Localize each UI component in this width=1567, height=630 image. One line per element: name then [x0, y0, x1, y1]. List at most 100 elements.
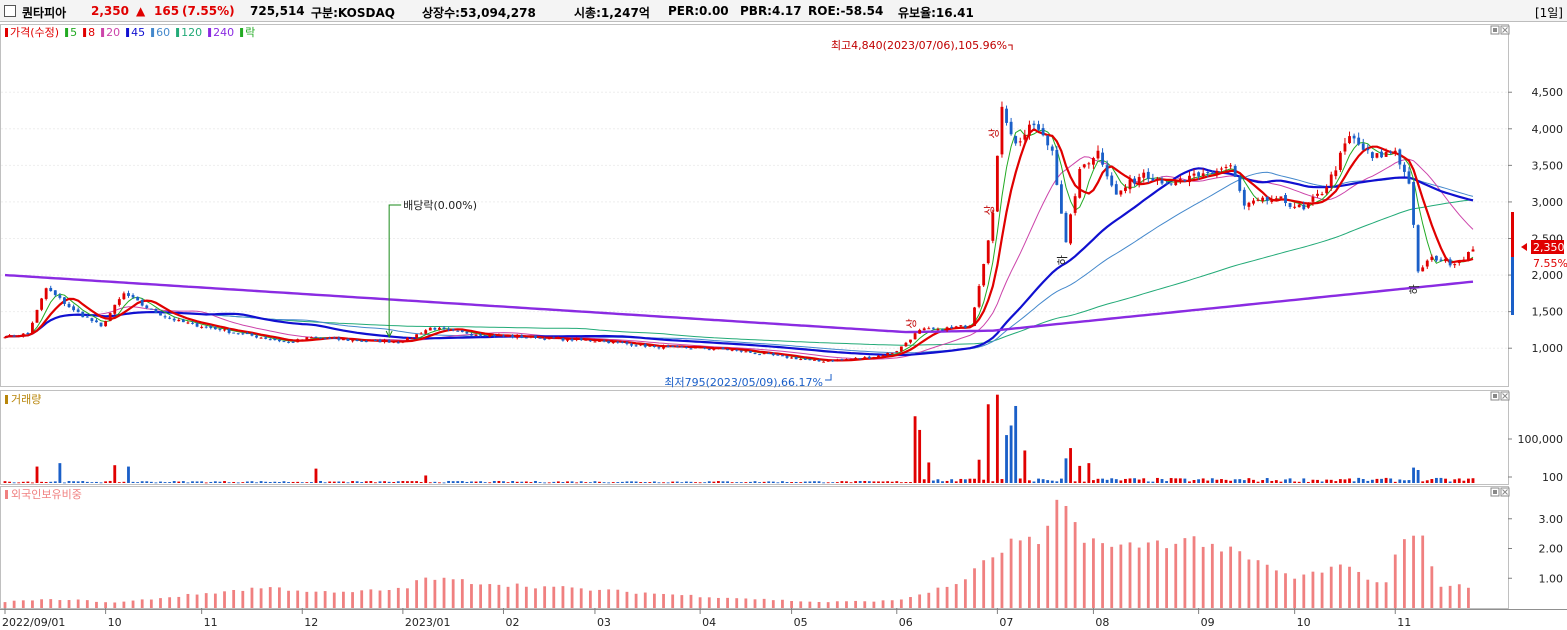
candle: [1156, 178, 1159, 181]
volume-bar: [735, 482, 739, 483]
pbr-value: PBR:4.17: [740, 4, 802, 18]
candle: [145, 305, 149, 308]
volume-bar: [657, 482, 661, 484]
volume-bar: [598, 481, 601, 483]
foreign-bar: [1375, 582, 1379, 608]
volume-bar: [1270, 480, 1274, 483]
volume-bar: [492, 480, 496, 483]
volume-bar: [1114, 479, 1118, 483]
candle: [181, 319, 185, 323]
volume-bar: [1252, 479, 1255, 483]
volume-bar: [1306, 481, 1310, 483]
volume-bar: [1329, 479, 1333, 483]
x-axis-label: 11: [1397, 616, 1411, 629]
candle: [712, 348, 716, 350]
volume-bar: [1402, 480, 1406, 483]
volume-bar: [200, 481, 204, 483]
candle: [730, 349, 734, 351]
foreign-bar: [854, 600, 858, 608]
candle: [945, 327, 949, 331]
stock-name[interactable]: 퀀타피아: [22, 6, 67, 20]
candle: [611, 341, 615, 344]
volume-bar: [790, 482, 794, 483]
foreign-bar: [424, 577, 428, 608]
volume-bar: [739, 482, 743, 483]
candle: [1457, 261, 1461, 264]
foreign-bar: [259, 588, 263, 608]
candle: [1174, 180, 1178, 186]
volume-bar: [424, 475, 428, 483]
foreign-panel-buttons[interactable]: [1490, 487, 1510, 497]
volume-bar: [502, 481, 505, 483]
volume-bar: [3, 481, 7, 483]
candle: [1293, 206, 1297, 208]
price-panel-buttons[interactable]: [1490, 25, 1510, 35]
foreign-bar: [451, 579, 455, 608]
candle: [1375, 153, 1379, 158]
volume-bar: [209, 481, 213, 483]
candle: [26, 333, 30, 335]
legend-label: 락: [245, 26, 255, 39]
foreign-bar: [1430, 566, 1434, 608]
candle: [451, 329, 455, 331]
volume-bar: [213, 481, 217, 483]
candle: [159, 312, 162, 316]
volume-bar: [584, 482, 588, 483]
volume-bar: [264, 481, 268, 483]
volume-axis-label: 100: [1542, 471, 1563, 484]
foreign-bar: [369, 589, 373, 608]
candle: [753, 353, 757, 355]
candle: [1366, 149, 1370, 151]
foreign-bar: [12, 600, 16, 608]
x-axis-label: 12: [304, 616, 318, 629]
x-axis-label: 02: [505, 616, 519, 629]
volume-bar: [1105, 479, 1109, 483]
volume-panel-buttons[interactable]: [1490, 391, 1510, 401]
price-axis-label: 3,000: [1532, 196, 1564, 209]
volume-bar: [515, 481, 519, 483]
select-checkbox[interactable]: [4, 5, 16, 17]
volume-bar: [1220, 479, 1223, 483]
low-arrow-icon: [825, 374, 832, 381]
candle: [470, 334, 473, 336]
foreign-bar: [351, 592, 354, 608]
volume-bar: [319, 480, 322, 483]
stock-chart[interactable]: 1,0001,5002,0002,5003,0003,5004,0004,500…: [0, 22, 1567, 630]
period-selector[interactable]: [1일]: [1534, 6, 1563, 20]
candle: [552, 337, 556, 339]
candle: [378, 339, 382, 343]
volume-bar: [1183, 478, 1187, 483]
candle: [424, 330, 428, 334]
foreign-bar: [1110, 546, 1114, 608]
candle: [1265, 196, 1269, 201]
legend-label: 20: [106, 26, 120, 39]
listed-shares: 상장수:53,094,278: [422, 6, 536, 20]
volume-bar: [1101, 478, 1104, 483]
foreign-bar: [1467, 587, 1470, 608]
candle: [707, 349, 711, 351]
foreign-bar: [1137, 547, 1141, 608]
candle: [579, 338, 583, 340]
foreign-axis-label: 3.00: [1539, 513, 1564, 526]
candle: [227, 329, 231, 333]
candle: [643, 344, 647, 347]
volume-bar: [931, 480, 935, 483]
candle: [547, 337, 551, 340]
candle: [1430, 256, 1434, 260]
candle: [17, 335, 21, 337]
volume-bar: [351, 481, 354, 483]
volume-bar: [186, 482, 190, 484]
candle: [492, 334, 496, 337]
volume-bar: [58, 463, 62, 483]
candle: [35, 309, 39, 323]
foreign-bar: [40, 599, 43, 608]
volume-bar: [488, 482, 492, 484]
candle: [502, 335, 505, 337]
volume-bar: [108, 480, 112, 483]
foreign-bar: [488, 584, 492, 608]
candle: [392, 341, 396, 343]
candle: [1124, 187, 1127, 192]
candle: [1380, 151, 1383, 158]
volume-bar: [250, 481, 254, 483]
candle: [319, 337, 322, 339]
